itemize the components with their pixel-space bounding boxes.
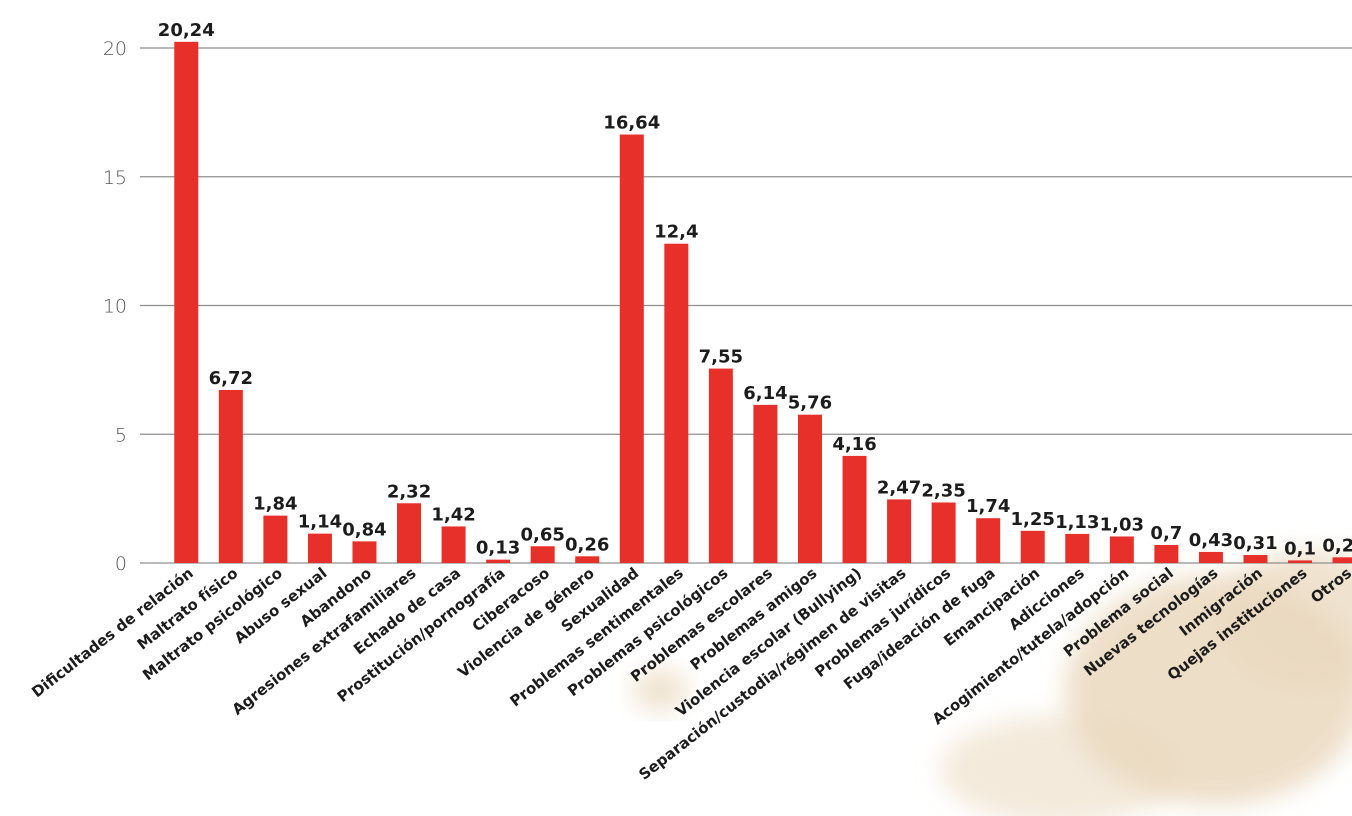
grid <box>140 47 1352 564</box>
value-label: 1,14 <box>298 512 342 533</box>
value-label: 2,47 <box>877 477 921 498</box>
value-label: 0,7 <box>1150 523 1182 544</box>
y-tick-label: 0 <box>115 553 127 575</box>
value-label: 2,35 <box>921 480 965 501</box>
value-label: 0,26 <box>565 534 609 555</box>
value-label: 7,55 <box>699 347 743 368</box>
y-axis: 0 5 10 15 20 <box>103 38 127 575</box>
bar <box>307 533 332 563</box>
bar <box>887 499 912 563</box>
bar <box>486 559 511 563</box>
value-label: 1,84 <box>253 494 297 515</box>
stain-blob <box>632 668 688 712</box>
value-label: 1,25 <box>1011 509 1055 530</box>
value-label: 2,32 <box>387 481 431 502</box>
bar <box>708 368 733 563</box>
value-label: 0,22 <box>1322 535 1352 556</box>
bar <box>397 503 422 563</box>
value-label: 5,76 <box>788 393 832 414</box>
bar <box>1154 544 1179 563</box>
value-label: 4,16 <box>832 434 876 455</box>
y-tick-label: 20 <box>103 38 127 60</box>
value-label: 6,14 <box>743 383 787 404</box>
bar <box>218 389 243 563</box>
bar <box>441 526 466 563</box>
bar <box>1288 560 1313 563</box>
value-label: 16,64 <box>603 113 660 134</box>
stain-blob <box>1220 550 1352 690</box>
value-labels: 20,246,721,841,14 0,842,321,420,130,65 0,2… <box>158 20 1352 560</box>
bar <box>530 546 555 563</box>
value-label: 0,31 <box>1233 533 1277 554</box>
bars <box>174 41 1352 563</box>
bar <box>842 455 867 563</box>
bar <box>1020 530 1045 563</box>
value-label: 1,42 <box>431 504 475 525</box>
y-tick-label: 15 <box>103 167 127 189</box>
value-label: 0,1 <box>1284 538 1316 559</box>
value-label: 1,13 <box>1055 512 1099 533</box>
bar <box>174 41 199 563</box>
bar <box>1109 536 1134 563</box>
bar <box>976 518 1001 563</box>
value-label: 0,65 <box>520 524 564 545</box>
bar <box>1198 551 1223 563</box>
bar <box>753 404 778 563</box>
bar <box>931 502 956 563</box>
y-tick-label: 10 <box>103 296 127 318</box>
value-label: 12,4 <box>654 222 698 243</box>
value-label: 0,84 <box>342 519 386 540</box>
value-label: 20,24 <box>158 20 215 41</box>
bar <box>1065 533 1090 563</box>
bar <box>797 414 822 563</box>
value-label: 0,43 <box>1189 530 1233 551</box>
bar <box>1243 555 1268 563</box>
bar <box>619 134 644 563</box>
value-label: 1,74 <box>966 496 1010 517</box>
bar <box>352 541 377 563</box>
value-label: 1,03 <box>1100 514 1144 535</box>
y-tick-label: 5 <box>115 424 127 446</box>
background-stain <box>632 550 1352 816</box>
bar <box>664 243 689 563</box>
bar <box>1332 557 1352 563</box>
value-label: 6,72 <box>209 368 253 389</box>
value-label: 0,13 <box>476 538 520 559</box>
bar <box>263 515 288 563</box>
stain-blob <box>940 715 1180 816</box>
bar <box>575 556 600 563</box>
